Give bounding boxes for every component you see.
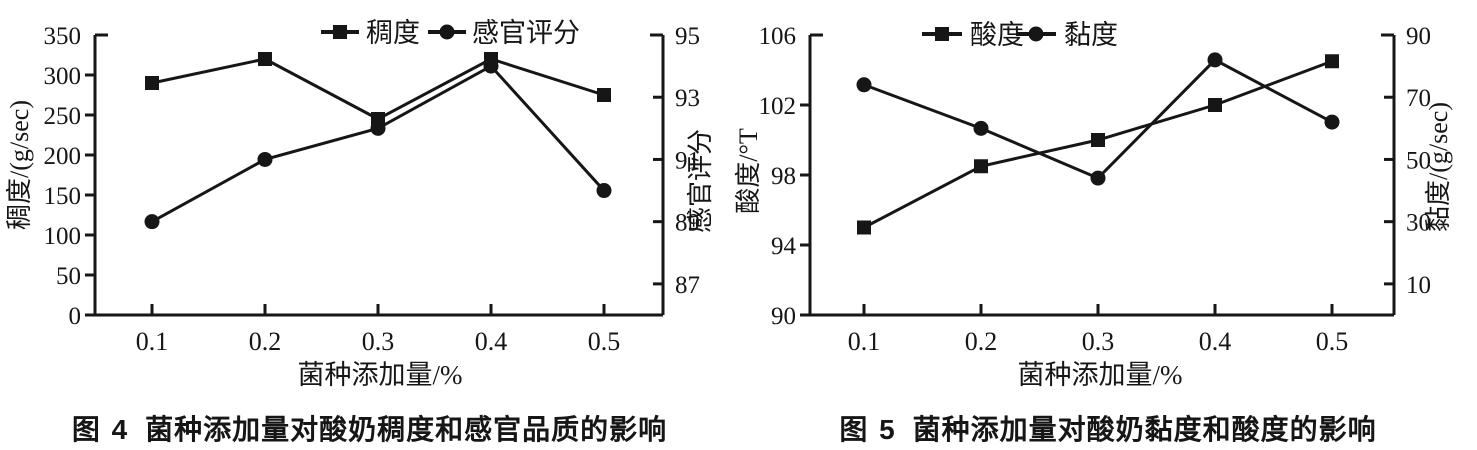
y-left-tick-label: 300 xyxy=(44,63,82,90)
x-tick-label: 0.1 xyxy=(848,327,881,356)
figure-4-caption: 图 4 菌种添加量对酸奶稠度和感官品质的影响 xyxy=(0,414,739,448)
y-right-tick-label: 89 xyxy=(675,210,700,237)
legend-square-marker xyxy=(935,27,949,41)
legend-label: 酸度 xyxy=(970,20,1024,50)
figure-5-caption-label: 图 5 xyxy=(839,414,897,445)
x-tick-label: 0.1 xyxy=(136,327,169,356)
y-left-tick-label: 102 xyxy=(759,93,797,120)
y-right-tick-label: 30 xyxy=(1406,210,1431,237)
y-right-tick-label: 90 xyxy=(1406,23,1431,50)
x-tick-label: 0.3 xyxy=(362,327,395,356)
x-tick-label: 0.3 xyxy=(1082,327,1115,356)
y-right-tick-label: 87 xyxy=(675,272,700,299)
x-tick-label: 0.2 xyxy=(249,327,282,356)
legend-circle-marker xyxy=(439,24,455,40)
data-point-circle xyxy=(973,120,989,136)
x-tick-label: 0.2 xyxy=(965,327,998,356)
chart-fig4: 0 50 100 150 200 250 300 350 87 89 91 93 95 0.1 0.2 0.3… xyxy=(5,18,715,390)
data-point-circle xyxy=(370,120,386,136)
data-point-square xyxy=(1208,98,1222,112)
y-right-tick-label: 50 xyxy=(1406,147,1431,174)
legend-label: 黏度 xyxy=(1064,20,1118,50)
y-right-tick-label: 91 xyxy=(675,147,700,174)
y-left-tick-label: 100 xyxy=(44,223,82,250)
y-right-tick-label: 70 xyxy=(1406,85,1431,112)
data-point-square xyxy=(145,76,159,90)
data-point-square xyxy=(974,159,988,174)
legend-label: 稠度 xyxy=(366,18,420,48)
data-point-circle xyxy=(257,151,273,167)
y-left-tick-label: 106 xyxy=(759,23,797,50)
y-left-tick-label: 350 xyxy=(44,23,82,50)
y-left-tick-label: 150 xyxy=(44,183,82,210)
figure-5-caption-text: 菌种添加量对酸奶黏度和酸度的影响 xyxy=(912,414,1377,445)
data-point-circle xyxy=(144,214,160,230)
y-axis-right-title: 感官评分 xyxy=(686,129,715,233)
series-line-1 xyxy=(151,64,606,223)
legend-label: 感官评分 xyxy=(472,18,580,48)
data-point-circle xyxy=(856,77,872,93)
y-left-tick-label: 50 xyxy=(56,263,81,290)
data-point-circle xyxy=(596,183,612,199)
series-line-0 xyxy=(151,57,605,121)
y-left-tick-label: 90 xyxy=(771,303,796,330)
y-axis-right-title: 黏度/(g/sec) xyxy=(1424,102,1453,232)
figure-5-caption: 图 5 菌种添加量对酸奶黏度和酸度的影响 xyxy=(739,414,1477,448)
series-line-1 xyxy=(863,58,1333,180)
x-axis-title: 菌种添加量/% xyxy=(1018,360,1183,390)
data-point-square xyxy=(857,220,871,235)
y-right-tick-label: 93 xyxy=(675,85,700,112)
data-point-circle xyxy=(1090,170,1106,186)
x-tick-label: 0.5 xyxy=(588,327,621,356)
y-left-tick-label: 94 xyxy=(771,233,797,260)
legend-square-marker xyxy=(333,25,347,39)
data-point-square xyxy=(258,52,272,66)
data-point-circle xyxy=(1207,52,1223,68)
y-left-tick-label: 250 xyxy=(44,103,82,130)
data-point-circle xyxy=(1324,114,1340,130)
y-left-tick-label: 98 xyxy=(771,163,796,190)
legend-circle-marker xyxy=(1028,26,1044,42)
x-tick-label: 0.4 xyxy=(475,327,508,356)
y-axis-left-title: 稠度/(g/sec) xyxy=(5,100,34,230)
figure-4-caption-text: 菌种添加量对酸奶稠度和感官品质的影响 xyxy=(145,414,668,445)
y-axis-left-title: 酸度/°T xyxy=(734,128,763,214)
x-tick-label: 0.5 xyxy=(1316,327,1349,356)
y-left-tick-label: 0 xyxy=(69,303,82,330)
figure-4-caption-label: 图 4 xyxy=(71,414,130,445)
data-point-square xyxy=(597,88,611,102)
x-tick-label: 0.4 xyxy=(1199,327,1232,356)
y-right-tick-label: 95 xyxy=(675,23,700,50)
y-left-tick-label: 200 xyxy=(44,143,82,170)
y-right-tick-label: 10 xyxy=(1406,272,1431,299)
charts-canvas: 0 50 100 150 200 250 300 350 87 89 91 93 95 0.1 0.2 0.3… xyxy=(5,18,1453,390)
data-point-square xyxy=(1325,54,1339,69)
data-point-circle xyxy=(483,58,499,74)
data-point-square xyxy=(1091,133,1105,147)
chart-fig5: 90 94 98 102 106 10 30 50 70 90 0.1 0.2 0.3 0.4 0.5 酸度/… xyxy=(734,20,1453,390)
x-axis-title: 菌种添加量/% xyxy=(298,360,463,390)
